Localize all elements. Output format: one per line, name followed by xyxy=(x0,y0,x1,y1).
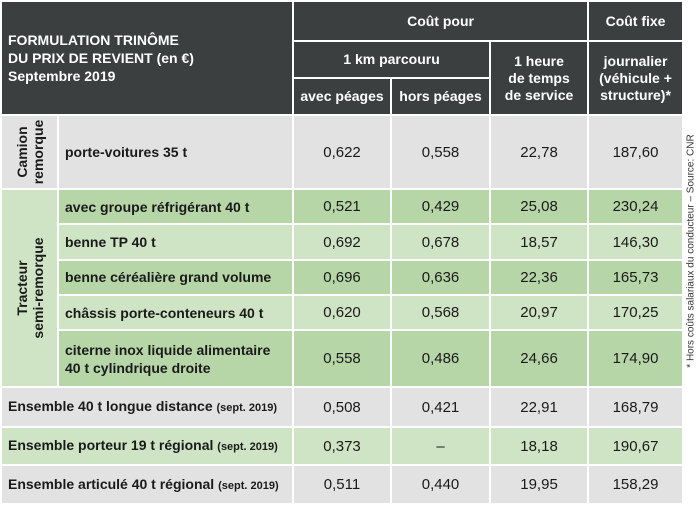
cell-heure: 24,66 xyxy=(489,329,590,388)
header-journalier: journalier (véhicule + structure)* xyxy=(587,40,685,116)
row-label-main: Ensemble 40 t longue distance xyxy=(8,398,213,414)
cell-avec-peages: 0,521 xyxy=(292,187,393,226)
table-row: Camion remorque porte-voitures 35 t 0,62… xyxy=(0,114,685,190)
table-row: Ensemble porteur 19 t régional (sept. 20… xyxy=(0,426,685,466)
group-camion-remorque: Camion remorque xyxy=(0,114,59,190)
header-avec-peages: avec péages xyxy=(292,77,393,116)
group-camion-line-2: remorque xyxy=(29,119,46,185)
row-label: benne céréalière grand volume xyxy=(56,258,295,297)
row-label: porte-voitures 35 t xyxy=(56,114,295,190)
cell-avec-peages: 0,620 xyxy=(292,294,393,332)
cell-hors-peages: – xyxy=(390,426,492,466)
row-label-note: (sept. 2019) xyxy=(216,402,278,414)
cell-avec-peages: 0,373 xyxy=(292,426,393,466)
table-row: Tracteur semi-remorque avec groupe réfri… xyxy=(0,187,685,388)
cell-heure: 22,78 xyxy=(489,114,590,190)
cell-avec-peages: 0,511 xyxy=(292,464,393,505)
row-label: citerne inox liquide alimentaire 40 t cy… xyxy=(56,329,295,388)
cell-fixe: 187,60 xyxy=(587,114,685,190)
group-tracteur-line-2: semi-remorque xyxy=(29,237,46,339)
group-tracteur-semi-remorque: Tracteur semi-remorque xyxy=(0,188,59,388)
cell-fixe: 165,73 xyxy=(587,258,685,297)
row-label-line-1: citerne inox liquide alimentaire xyxy=(65,341,271,358)
row-label: benne TP 40 t xyxy=(56,223,295,261)
table-row: citerne inox liquide alimentaire 40 t cy… xyxy=(1,329,685,388)
cost-table: FORMULATION TRINÔME DU PRIX DE REVIENT (… xyxy=(0,0,685,505)
table-title: FORMULATION TRINÔME DU PRIX DE REVIENT (… xyxy=(0,0,295,116)
header-heure-line-2: de temps xyxy=(508,69,570,86)
row-label-main: Ensemble porteur 19 t régional xyxy=(8,437,214,453)
header-heure-line-3: de service xyxy=(504,86,574,103)
cell-hors-peages: 0,421 xyxy=(390,386,492,428)
cell-avec-peages: 0,696 xyxy=(292,258,393,297)
row-label-line-2: 40 t cylindrique droite xyxy=(65,359,211,376)
table-row: benne TP 40 t 0,692 0,678 18,57 146,30 xyxy=(1,223,685,261)
row-label-note: (sept. 2019) xyxy=(217,441,278,453)
cell-heure: 18,18 xyxy=(489,426,590,466)
cell-heure: 18,57 xyxy=(489,223,590,261)
row-label: Ensemble porteur 19 t régional (sept. 20… xyxy=(0,426,295,466)
row-label-note: (sept. 2019) xyxy=(218,479,279,492)
source-note-text: * Hors coûts salariaux du conducteur – S… xyxy=(685,133,697,368)
header-hors-peages: hors péages xyxy=(390,77,492,116)
row-label-main: Ensemble articulé 40 t régional xyxy=(8,475,215,492)
table-row: châssis porte-conteneurs 40 t 0,620 0,56… xyxy=(1,294,685,332)
cell-avec-peages: 0,622 xyxy=(292,114,393,190)
row-label: avec groupe réfrigérant 40 t xyxy=(56,187,295,226)
cell-heure: 22,36 xyxy=(489,258,590,297)
cell-avec-peages: 0,692 xyxy=(292,223,393,261)
cell-heure: 20,97 xyxy=(489,294,590,332)
header-journalier-line-2: (véhicule + xyxy=(599,69,672,86)
header-heure-line-1: 1 heure xyxy=(514,52,564,69)
cell-hors-peages: 0,486 xyxy=(390,329,492,388)
cell-fixe: 158,29 xyxy=(587,464,685,505)
table-row: benne céréalière grand volume 0,696 0,63… xyxy=(1,258,685,297)
header-km-parcouru: 1 km parcouru xyxy=(292,40,492,79)
cell-hors-peages: 0,678 xyxy=(390,223,492,261)
cell-hors-peages: 0,568 xyxy=(390,294,492,332)
cell-hors-peages: 0,440 xyxy=(390,464,492,505)
row-label: Ensemble 40 t longue distance (sept. 201… xyxy=(0,386,295,428)
header-journalier-line-1: journalier xyxy=(603,52,668,69)
row-label: châssis porte-conteneurs 40 t xyxy=(56,294,295,332)
cell-hors-peages: 0,429 xyxy=(390,187,492,226)
header-heure-service: 1 heure de temps de service xyxy=(489,40,590,116)
cell-fixe: 146,30 xyxy=(587,223,685,261)
table-row: Ensemble articulé 40 t régional (sept. 2… xyxy=(0,464,685,505)
cell-hors-peages: 0,636 xyxy=(390,258,492,297)
group-camion-line-1: Camion xyxy=(13,126,30,178)
cell-fixe: 170,25 xyxy=(587,294,685,332)
cell-hors-peages: 0,558 xyxy=(390,114,492,190)
cell-avec-peages: 0,558 xyxy=(292,329,393,388)
cell-heure: 22,91 xyxy=(489,386,590,428)
cell-fixe: 190,67 xyxy=(587,426,685,466)
cell-avec-peages: 0,508 xyxy=(292,386,393,428)
cell-fixe: 168,79 xyxy=(587,386,685,428)
cell-fixe: 230,24 xyxy=(587,187,685,226)
header-cout-fixe: Coût fixe xyxy=(587,0,685,42)
title-line-2: DU PRIX DE REVIENT (en €) xyxy=(8,50,194,66)
title-line-3: Septembre 2019 xyxy=(8,68,116,84)
source-note: * Hors coûts salariaux du conducteur – S… xyxy=(682,0,700,501)
cell-heure: 25,08 xyxy=(489,187,590,226)
table-row: Ensemble 40 t longue distance (sept. 201… xyxy=(0,386,685,428)
group-tracteur-line-1: Tracteur xyxy=(13,260,30,316)
cell-heure: 19,95 xyxy=(489,464,590,505)
header-cout-pour: Coût pour xyxy=(292,0,590,42)
title-line-1: FORMULATION TRINÔME xyxy=(8,32,179,48)
cell-fixe: 174,90 xyxy=(587,329,685,388)
row-label: Ensemble articulé 40 t régional (sept. 2… xyxy=(0,464,295,505)
header-journalier-line-3: structure)* xyxy=(600,86,671,103)
